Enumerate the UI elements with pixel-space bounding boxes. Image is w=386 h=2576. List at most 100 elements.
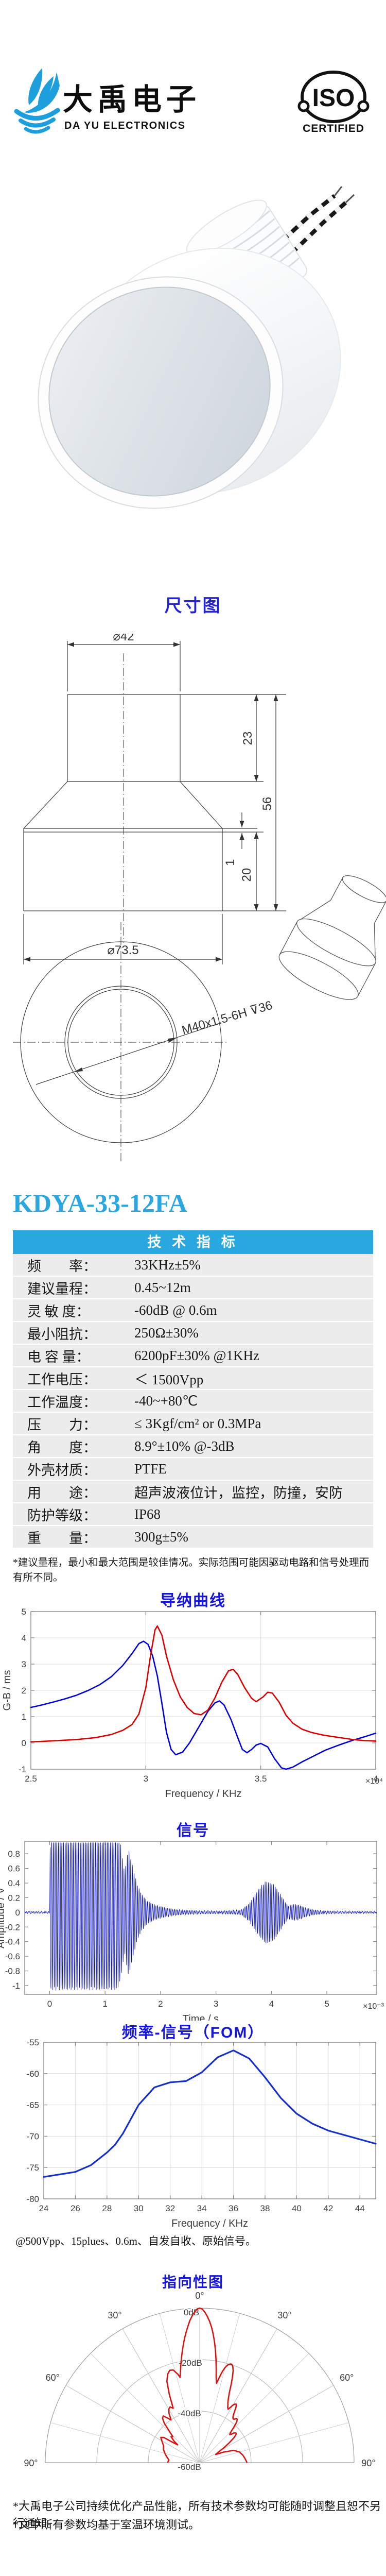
signal-chart: 0 1 2 3 4 5 0.8 0.6 0.4 0.2 0 -0.2 -0.4 -0.6 -0.8 -1 Tim… [0,1841,384,2021]
svg-text:36: 36 [229,2204,238,2213]
svg-text:⌀73.5: ⌀73.5 [107,943,138,957]
spec-value: -60dB @ 0.6m [134,1302,217,1318]
svg-text:32: 32 [165,2204,175,2213]
svg-text:Amplitude / V: Amplitude / V [0,1887,7,1948]
spec-row: 工作温度： -40~+80℃ [13,1390,373,1413]
svg-text:0: 0 [22,1738,26,1748]
signal-chart-title: 信号 [177,1822,209,1839]
svg-text:0.2: 0.2 [8,1893,20,1903]
spec-row: 防护等级： IP68 [13,1503,373,1526]
model-title: KDYA-33-12FA [13,1189,187,1217]
spec-row: 灵 敏 度： -60dB @ 0.6m [13,1299,373,1322]
dimension-drawing: ⌀42 23 56 1 20 ⌀73.5 M40x1.5-6H ⊽36 [13,634,386,1162]
svg-text:-0.4: -0.4 [5,1937,20,1947]
spec-value: 33KHz±5% [134,1257,201,1273]
spec-value: PTFE [134,1461,167,1477]
brand-logo-icon [14,68,60,134]
directivity-chart-title: 指向性图 [162,2274,224,2290]
svg-text:-60: -60 [26,2069,39,2079]
svg-text:42: 42 [323,2204,333,2213]
spec-label: 用 途： [27,1485,97,1501]
footer-note-2: *文中所有参数均基于室温环境测试。 [13,2518,200,2531]
spec-value: 300g±5% [134,1529,188,1545]
table-footnote: *建议量程，最小和最大范围是较佳情况。实际范围可能因驱动电路和信号处理而有所不同… [13,1557,370,1583]
svg-text:56: 56 [260,797,274,811]
spec-label: 工作电压： [27,1371,97,1387]
svg-text:ISO: ISO [312,84,355,112]
spec-label: 防护等级： [27,1507,97,1523]
svg-text:5: 5 [22,1607,26,1617]
svg-text:0: 0 [15,1908,20,1918]
wires [276,186,355,257]
svg-text:-40dB: -40dB [178,2409,201,2418]
svg-text:3.5: 3.5 [255,1774,267,1784]
footer-note-1: *大禹电子公司持续优化产品性能，所有技术参数均可能随时调整且恕不另行通知。 [13,2500,381,2530]
svg-text:44: 44 [355,2204,365,2213]
spec-row: 用 途： 超声波液位计，监控，防撞，安防 [13,1481,373,1503]
spec-value: 250Ω±30% [134,1325,199,1341]
svg-text:23: 23 [241,732,255,745]
svg-text:4: 4 [373,1774,378,1784]
svg-text:90°: 90° [24,2458,38,2468]
isometric-sketch [278,875,386,1000]
svg-text:⌀42: ⌀42 [113,634,134,643]
transducer-body [38,247,341,509]
spec-value: ＜ 1500Vpp [134,1371,204,1387]
spec-value: 超声波液位计，监控，防撞，安防 [134,1485,343,1501]
svg-text:4: 4 [22,1633,26,1643]
spec-label: 电 容 量： [27,1349,90,1365]
spec-value: -40~+80℃ [134,1393,198,1409]
brand-name-cn: 大禹电子 [63,83,201,116]
svg-text:-20dB: -20dB [179,2358,202,2368]
spec-label: 工作温度： [27,1394,97,1410]
svg-text:-70: -70 [26,2131,39,2141]
svg-text:5: 5 [324,1999,329,2009]
svg-text:3: 3 [144,1774,148,1784]
svg-text:1: 1 [102,1999,107,2009]
spec-table-header: 技 术 指 标 [13,1230,373,1254]
brand-name-en: DA YU ELECTRONICS [64,120,186,131]
svg-text:34: 34 [197,2204,207,2213]
svg-text:24: 24 [39,2204,49,2213]
admittance-chart: 2.5 3 3.5 4 -1 0 1 2 3 4 5 Frequency / KHz ×10⁴ G-B /… [2,1607,383,1800]
svg-text:1: 1 [223,859,237,866]
spec-label: 建议量程： [27,1281,97,1297]
svg-text:-0.2: -0.2 [5,1922,20,1932]
fom-chart: 24 26 28 30 32 34 36 38 40 42 44 -80 -75 -70 -65 -60 -55… [26,2038,377,2229]
spec-row: 工作电压： ＜ 1500Vpp [13,1367,373,1390]
svg-text:60°: 60° [340,2372,354,2383]
spec-value: IP68 [134,1506,161,1522]
svg-text:28: 28 [102,2204,112,2213]
svg-text:×10⁻³: ×10⁻³ [363,2002,384,2011]
svg-text:-0.6: -0.6 [5,1952,20,1961]
spec-row: 重 量： 300g±5% [13,1526,373,1549]
svg-text:-65: -65 [26,2100,39,2110]
spec-row: 压 力： ≤ 3Kgf/cm² or 0.3MPa [13,1413,373,1435]
spec-row: 频 率： 33KHz±5% [13,1254,373,1277]
svg-text:60°: 60° [46,2372,60,2383]
svg-text:×10⁴: ×10⁴ [365,1777,383,1786]
fom-caption: @500Vpp、15plues、0.6m、自发自收、原始信号。 [15,2235,256,2247]
svg-text:Frequency / KHz: Frequency / KHz [165,1788,242,1800]
thread-annotation: M40x1.5-6H ⊽36 [180,998,274,1038]
dimension-title: 尺寸图 [164,596,222,616]
svg-text:2: 2 [158,1999,163,2009]
svg-text:G-B / ms: G-B / ms [2,1670,13,1711]
directivity-chart: 0°30° 30°60° 60°90° 90°0dB-20dB-40dB-60dB [24,2291,375,2473]
spec-table: 技 术 指 标 频 率： 33KHz±5% 建议量程： 0.45~12m 灵 敏 度… [13,1230,373,1549]
svg-text:2.5: 2.5 [25,1774,37,1784]
admittance-chart-title: 导纳曲线 [160,1592,226,1609]
front-view-labels: ⌀42 23 56 1 20 ⌀73.5 [107,634,274,957]
svg-text:-0.8: -0.8 [5,1967,20,1976]
spec-label: 角 度： [27,1439,97,1455]
product-photo [38,186,355,509]
svg-text:20: 20 [240,868,254,882]
svg-text:3: 3 [22,1659,26,1669]
spec-label: 灵 敏 度： [27,1303,90,1319]
svg-text:-55: -55 [26,2038,39,2047]
spec-label: 外壳材质： [27,1462,97,1478]
svg-text:2: 2 [22,1686,26,1696]
svg-text:0°: 0° [195,2291,204,2301]
spec-row: 电 容 量： 6200pF±30% @1KHz [13,1345,373,1367]
svg-text:38: 38 [260,2204,270,2213]
